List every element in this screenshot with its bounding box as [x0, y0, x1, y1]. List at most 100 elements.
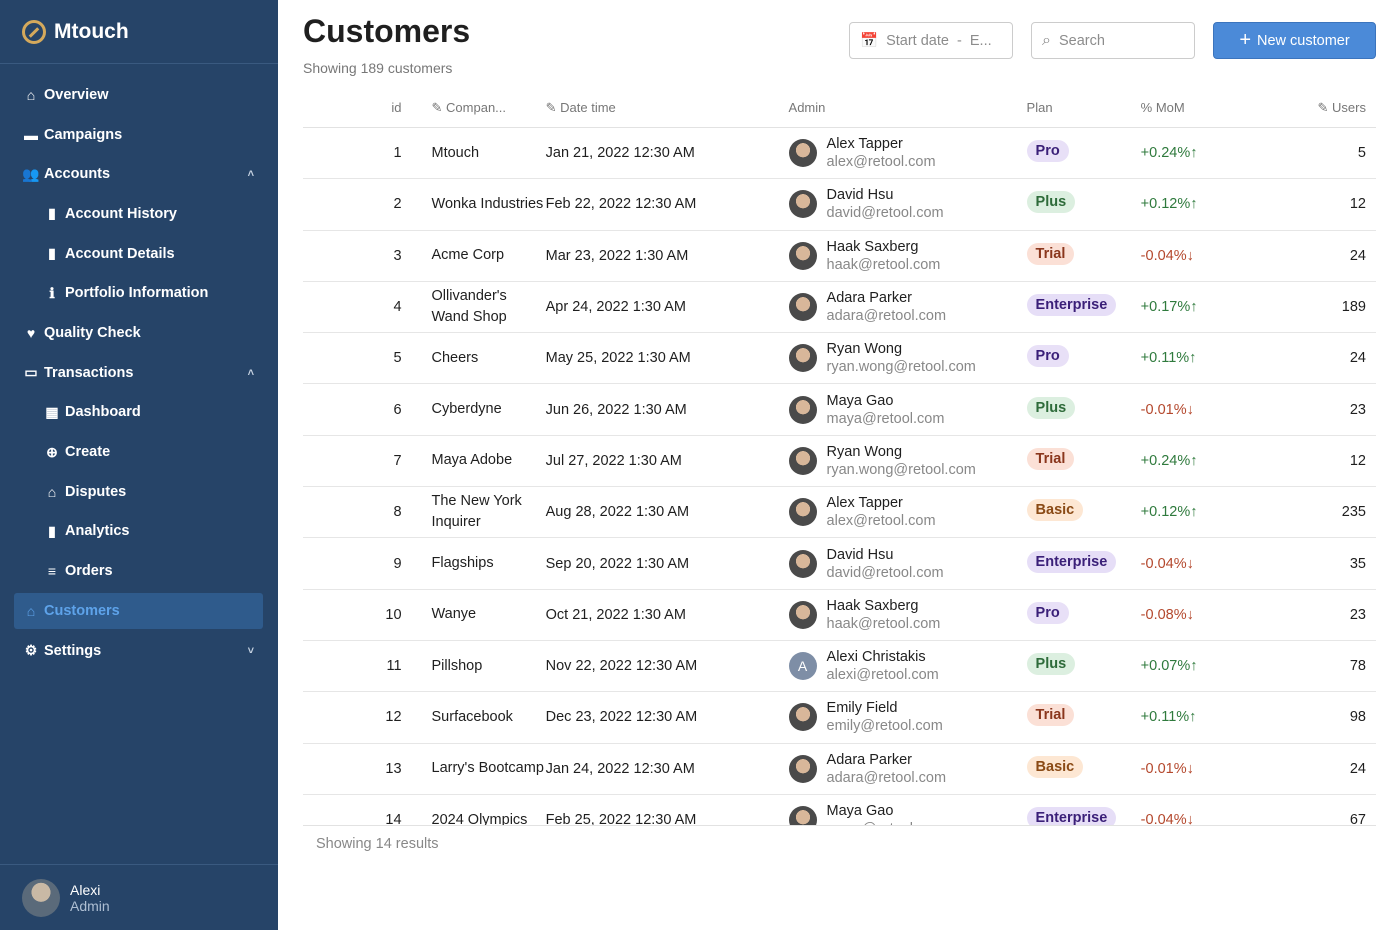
sidebar-item-label: Disputes — [65, 483, 127, 500]
results-count: Showing 14 results — [316, 836, 439, 852]
cell-admin: Alex Tapper alex@retool.com — [788, 494, 1027, 530]
cell-mom: +0.11%↑ — [1140, 709, 1197, 726]
open-book-icon: ▮ — [48, 245, 56, 262]
admin-email: alex@retool.com — [826, 513, 936, 530]
admin-name: Adara Parker — [826, 751, 912, 768]
chevron-icon[interactable]: ˅ — [247, 644, 254, 657]
user-profile[interactable]: Alexi Admin — [0, 864, 278, 930]
table-row[interactable]: 11 Pillshop Nov 22, 2022 12:30 AM A Alexi… — [303, 641, 1376, 693]
table-row[interactable]: 3 Acme Corp Mar 23, 2022 1:30 AM Haak Sa… — [303, 231, 1376, 282]
cell-admin: Alex Tapper alex@retool.com — [788, 135, 1027, 171]
cell-users: 5 — [1357, 145, 1366, 162]
sidebar-item-label: Quality Check — [44, 324, 141, 341]
search-input[interactable]: ⌕ Search — [1031, 22, 1195, 59]
sidebar-item-orders[interactable]: ≡ Orders — [0, 551, 264, 591]
sidebar-item-settings[interactable]: ⚙ Settings ˅ — [0, 631, 264, 671]
table-row[interactable]: 9 Flagships Sep 20, 2022 1:30 AM David H… — [303, 538, 1376, 590]
cell-admin: Adara Parker adara@retool.com — [788, 751, 1027, 787]
column-header[interactable]: Plan — [1026, 100, 1053, 115]
sidebar-item-label: Campaigns — [44, 126, 123, 143]
new-customer-button[interactable]: + New customer — [1213, 22, 1376, 59]
admin-name: Ryan Wong — [826, 341, 903, 358]
plan-badge: Enterprise — [1026, 807, 1117, 825]
cell-company: 2024 Olympics — [431, 811, 528, 826]
user-role: Admin — [70, 897, 110, 914]
cell-date: Mar 23, 2022 1:30 AM — [545, 247, 689, 264]
sidebar-item-analytics[interactable]: ▮ Analytics — [0, 512, 264, 552]
customers-table: id ✎ Compan... ✎ Date time Admin Plan % MoM ✎ … — [303, 88, 1376, 826]
sidebar-nav: ⌂ Overview ▬ Campaigns 👥 Accounts ˄ ▮ Account Hi… — [0, 64, 278, 671]
sidebar-item-account-history[interactable]: ▮ Account History — [0, 194, 264, 234]
plan-badge: Pro — [1026, 601, 1069, 624]
table-row[interactable]: 5 Cheers May 25, 2022 1:30 AM Ryan Wong r… — [303, 333, 1376, 385]
cell-users: 12 — [1349, 452, 1366, 469]
dashboard-icon: ▦ — [45, 403, 59, 420]
avatar — [788, 446, 817, 475]
table-row[interactable]: 10 Wanye Oct 21, 2022 1:30 AM Haak Saxbe… — [303, 590, 1376, 641]
column-header[interactable]: ✎ Date time — [545, 99, 616, 115]
sidebar-item-transactions[interactable]: ▭ Transactions ˄ — [0, 353, 264, 393]
sidebar-item-create[interactable]: ⊕ Create — [0, 432, 264, 472]
cell-users: 67 — [1349, 812, 1366, 826]
chevron-icon[interactable]: ˄ — [247, 366, 254, 379]
calendar-icon: 📅 — [860, 33, 879, 49]
home-icon: ⌂ — [26, 86, 36, 103]
sidebar-item-label: Account Details — [65, 245, 175, 262]
table-row[interactable]: 1 Mtouch Jan 21, 2022 12:30 AM Alex Tapp… — [303, 128, 1376, 180]
admin-name: David Hsu — [826, 546, 894, 563]
cell-mom: +0.17%↑ — [1140, 299, 1198, 316]
cell-plan: Trial — [1026, 704, 1141, 730]
column-header[interactable]: ✎ Compan... — [431, 99, 507, 115]
sidebar-item-accounts[interactable]: 👥 Accounts ˄ — [0, 154, 264, 194]
sidebar-item-label: Create — [65, 444, 111, 461]
sidebar-item-quality-check[interactable]: ♥ Quality Check — [0, 313, 264, 353]
admin-email: alexi@retool.com — [826, 667, 939, 684]
bar-chart-icon: ▮ — [48, 522, 56, 539]
sidebar-item-customers[interactable]: ⌂ Customers — [14, 592, 263, 629]
avatar — [788, 703, 817, 732]
plan-badge: Trial — [1026, 704, 1075, 727]
cell-mom: +0.07%↑ — [1140, 658, 1198, 675]
sidebar-item-dashboard[interactable]: ▦ Dashboard — [0, 393, 264, 433]
column-header[interactable]: % MoM — [1140, 100, 1185, 115]
plan-badge: Plus — [1026, 653, 1076, 676]
table-row[interactable]: 2 Wonka Industries Feb 22, 2022 12:30 AM… — [303, 179, 1376, 231]
column-header[interactable]: id — [391, 100, 402, 115]
admin-name: Alex Tapper — [826, 136, 903, 153]
admin-email: david@retool.com — [826, 205, 944, 222]
cell-company: Surfacebook — [431, 708, 513, 725]
date-range-input[interactable]: 📅 Start date - E... — [849, 22, 1013, 59]
table-body[interactable]: 1 Mtouch Jan 21, 2022 12:30 AM Alex Tapp… — [303, 128, 1376, 826]
cell-admin: Emily Field emily@retool.com — [788, 699, 1027, 735]
table-row[interactable]: 4 Ollivander's Wand Shop Apr 24, 2022 1:… — [303, 282, 1376, 334]
sidebar-item-portfolio-information[interactable]: ℹ Portfolio Information — [0, 273, 264, 313]
table-row[interactable]: 6 Cyberdyne Jun 26, 2022 1:30 AM Maya Ga… — [303, 384, 1376, 436]
sidebar-item-label: Settings — [44, 642, 102, 659]
table-row[interactable]: 14 2024 Olympics Feb 25, 2022 12:30 AM M… — [303, 795, 1376, 826]
admin-email: ryan.wong@retool.com — [826, 359, 976, 376]
cell-company: Wonka Industries — [431, 195, 544, 212]
sidebar-item-campaigns[interactable]: ▬ Campaigns — [0, 115, 264, 155]
sidebar-item-disputes[interactable]: ⌂ Disputes — [0, 472, 264, 512]
cell-users: 24 — [1349, 760, 1366, 777]
brand[interactable]: Mtouch — [0, 0, 278, 64]
chevron-icon[interactable]: ˄ — [247, 168, 254, 181]
cell-company: Wanye — [431, 606, 477, 623]
plan-badge: Plus — [1026, 191, 1076, 214]
cell-date: Aug 28, 2022 1:30 AM — [545, 504, 690, 521]
cell-id: 11 — [386, 658, 402, 675]
column-header[interactable]: Admin — [788, 100, 826, 115]
column-header[interactable]: ✎ Users — [1317, 99, 1366, 115]
sidebar-item-label: Customers — [44, 602, 120, 619]
sidebar-item-overview[interactable]: ⌂ Overview — [0, 75, 264, 115]
cell-users: 12 — [1349, 196, 1366, 213]
table-row[interactable]: 13 Larry's Bootcamp Jan 24, 2022 12:30 A… — [303, 744, 1376, 795]
table-row[interactable]: 12 Surfacebook Dec 23, 2022 12:30 AM Emi… — [303, 692, 1376, 744]
table-row[interactable]: 7 Maya Adobe Jul 27, 2022 1:30 AM Ryan W… — [303, 436, 1376, 488]
avatar — [788, 754, 817, 783]
cell-users: 23 — [1349, 606, 1366, 623]
cell-plan: Plus — [1026, 191, 1141, 217]
cell-id: 4 — [393, 299, 402, 316]
sidebar-item-account-details[interactable]: ▮ Account Details — [0, 234, 264, 274]
table-row[interactable]: 8 The New York Inquirer Aug 28, 2022 1:3… — [303, 487, 1376, 539]
